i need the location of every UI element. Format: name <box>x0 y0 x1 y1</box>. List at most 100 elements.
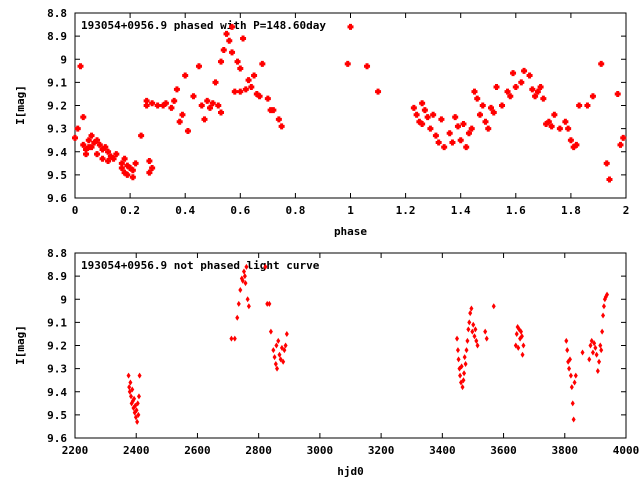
data-point <box>438 116 445 123</box>
plot-title: 193054+0956.9 not phased light curve <box>81 259 320 272</box>
data-point <box>246 303 251 310</box>
data-point <box>598 60 605 67</box>
y-tick-label: 9.4 <box>47 386 67 399</box>
data-point <box>479 102 486 109</box>
data-point <box>565 347 570 354</box>
data-point <box>518 79 525 86</box>
x-tick-label: 4000 <box>613 444 640 457</box>
data-point <box>154 102 161 109</box>
data-point <box>240 277 245 284</box>
data-point <box>182 72 189 79</box>
data-point <box>493 84 500 90</box>
x-tick-label: 0.8 <box>285 204 305 217</box>
data-point <box>463 361 468 367</box>
data-point <box>231 88 238 95</box>
data-point <box>215 102 222 109</box>
data-point <box>595 367 600 374</box>
data-point <box>88 132 95 139</box>
data-point <box>263 263 268 270</box>
data-point <box>146 169 153 176</box>
data-point <box>129 393 134 400</box>
data-point <box>277 351 282 358</box>
data-point <box>474 337 479 344</box>
data-point <box>475 342 480 349</box>
y-tick-label: 9.6 <box>47 432 67 445</box>
data-point <box>237 65 244 72</box>
data-point <box>245 296 250 303</box>
data-point <box>80 114 87 121</box>
data-point <box>599 347 604 354</box>
y-tick-label: 9.2 <box>47 340 67 353</box>
x-tick-label: 2800 <box>245 444 272 457</box>
data-point <box>88 144 95 151</box>
data-point <box>571 416 576 423</box>
data-point <box>121 155 128 162</box>
data-point <box>244 263 249 270</box>
data-point <box>567 137 574 144</box>
data-point <box>545 118 552 125</box>
data-point <box>129 167 136 174</box>
data-point <box>446 130 453 137</box>
data-point <box>223 30 230 37</box>
data-point <box>573 141 580 148</box>
x-tick-label: 3800 <box>552 444 579 457</box>
data-point <box>278 123 285 130</box>
data-point <box>275 116 282 123</box>
data-point <box>74 125 81 132</box>
y-tick-label: 9 <box>60 53 67 66</box>
data-point <box>516 344 521 351</box>
data-point <box>168 104 175 111</box>
data-point <box>504 88 511 95</box>
data-point <box>567 365 572 372</box>
data-point <box>592 340 597 347</box>
data-point <box>474 95 481 102</box>
data-point <box>102 144 109 151</box>
data-point <box>83 151 90 158</box>
data-point <box>273 361 278 367</box>
data-point <box>491 303 496 310</box>
data-point <box>548 123 555 130</box>
data-point <box>598 342 603 349</box>
data-point <box>507 93 514 100</box>
data-point <box>229 335 234 342</box>
data-point <box>184 127 191 134</box>
data-point <box>519 328 524 335</box>
y-tick-label: 8.9 <box>47 30 67 43</box>
data-point <box>124 171 131 178</box>
data-point <box>565 125 572 132</box>
data-point <box>485 125 492 132</box>
data-point <box>456 356 461 363</box>
y-tick-label: 9.3 <box>47 123 67 136</box>
data-point <box>135 400 140 407</box>
data-point <box>173 86 180 93</box>
data-point <box>276 337 281 344</box>
data-point <box>149 164 156 171</box>
data-point <box>458 372 463 379</box>
data-point <box>204 97 211 104</box>
data-point <box>537 84 544 90</box>
data-point <box>272 354 277 361</box>
data-point <box>198 102 205 109</box>
data-point <box>540 95 547 102</box>
data-point <box>521 67 528 74</box>
data-point <box>241 268 246 275</box>
data-point <box>284 330 289 337</box>
y-tick-label: 9.1 <box>47 316 67 329</box>
data-point <box>209 100 216 107</box>
x-tick-label: 0.2 <box>120 204 140 217</box>
data-point <box>238 287 243 293</box>
x-tick-label: 1.4 <box>451 204 471 217</box>
data-point <box>469 305 474 312</box>
data-point <box>135 418 140 425</box>
data-point <box>460 384 465 391</box>
data-point <box>94 151 101 158</box>
y-tick-label: 9.5 <box>47 409 67 422</box>
data-point <box>275 365 280 372</box>
data-point <box>468 125 475 132</box>
data-point <box>526 72 533 79</box>
data-point <box>264 95 271 102</box>
data-point <box>251 72 258 79</box>
data-point <box>137 372 142 379</box>
x-tick-label: 1.8 <box>561 204 581 217</box>
